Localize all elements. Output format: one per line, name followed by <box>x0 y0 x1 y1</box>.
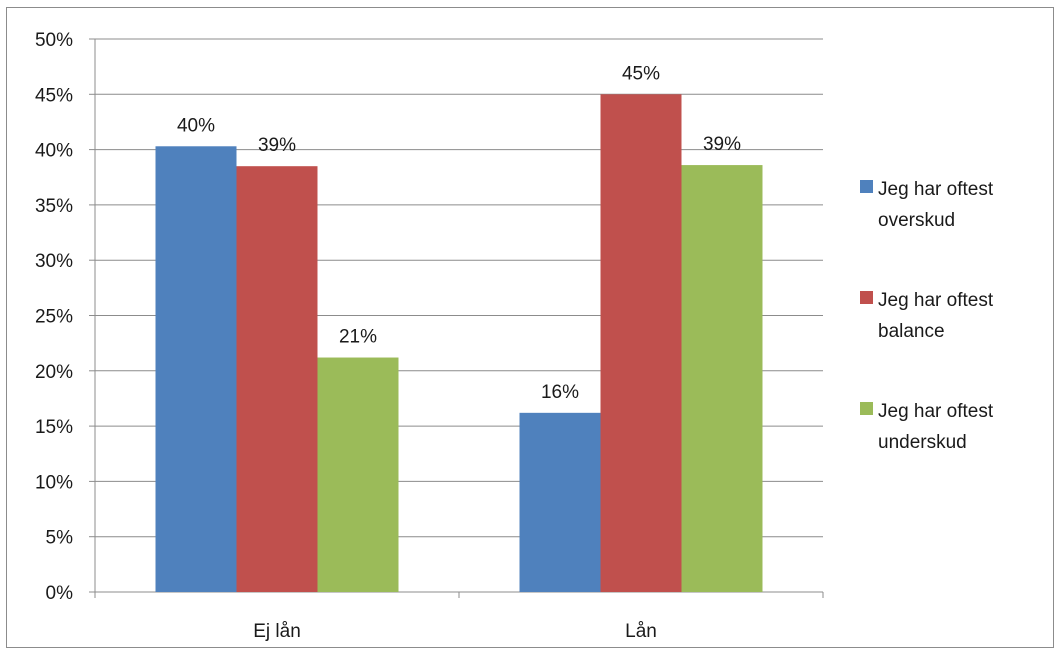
bar <box>155 146 237 593</box>
y-tick-label: 30% <box>35 251 73 272</box>
legend-label: overskud <box>878 210 955 231</box>
legend-swatch <box>860 180 873 193</box>
bars <box>155 94 763 593</box>
data-label: 45% <box>622 63 660 84</box>
legend-swatch <box>860 291 873 304</box>
x-category-label: Lån <box>625 621 657 642</box>
bar <box>317 357 399 592</box>
y-tick-label: 25% <box>35 307 73 328</box>
legend-label: Jeg har oftest <box>878 179 994 200</box>
data-labels: 40% 39% 21% 16% 45% 39% <box>177 63 741 403</box>
legend-label: balance <box>878 321 945 342</box>
y-tick-label: 0% <box>46 583 74 604</box>
y-tick-label: 50% <box>35 30 73 51</box>
y-tick-label: 10% <box>35 472 73 493</box>
y-tick-label: 15% <box>35 417 73 438</box>
x-category-label: Ej lån <box>253 621 301 642</box>
bar <box>519 412 601 592</box>
data-label: 39% <box>703 134 741 155</box>
data-label: 16% <box>541 382 579 403</box>
y-tick-label: 20% <box>35 362 73 383</box>
y-tick-label: 45% <box>35 85 73 106</box>
data-label: 40% <box>177 115 215 136</box>
y-tick-label: 5% <box>46 528 74 549</box>
legend-label: Jeg har oftest <box>878 290 994 311</box>
y-tick-label: 35% <box>35 196 73 217</box>
legend-label: underskud <box>878 432 967 453</box>
legend-label: Jeg har oftest <box>878 401 994 422</box>
bar <box>600 94 682 593</box>
data-label: 21% <box>339 327 377 348</box>
y-tick-label: 40% <box>35 141 73 162</box>
legend: Jeg har oftest overskud Jeg har oftest bala… <box>860 179 994 453</box>
data-label: 39% <box>258 135 296 156</box>
bar <box>236 166 318 592</box>
bar <box>681 165 763 593</box>
legend-swatch <box>860 402 873 415</box>
